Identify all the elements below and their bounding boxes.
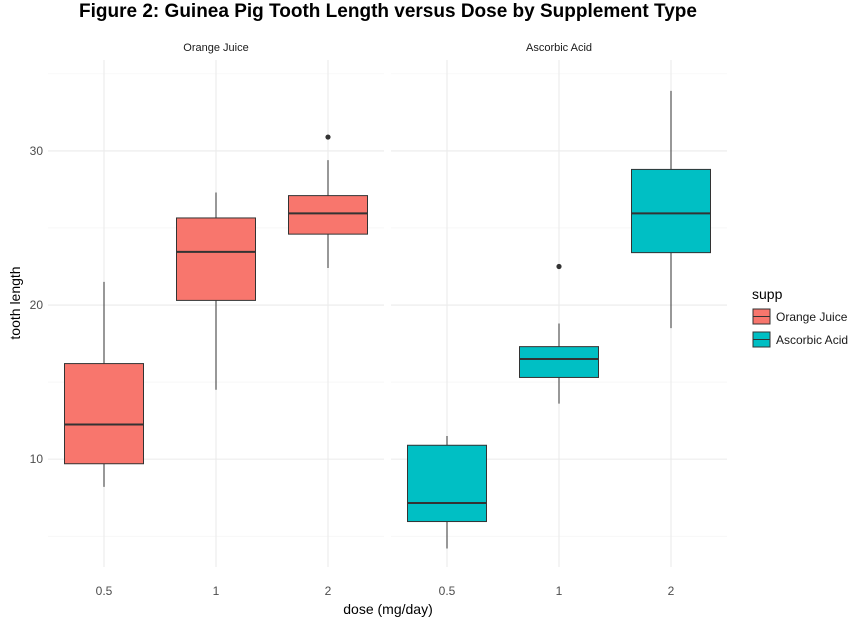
boxplot-ascorbic-acid-0.5 [407,436,487,549]
facet-strip-label: Ascorbic Acid [526,42,592,54]
legend-item: Orange Juice [752,308,848,325]
box-iqr [64,363,144,465]
legend-label: Ascorbic Acid [776,333,848,347]
x-tick-label: 0.5 [439,584,456,598]
boxplot-ascorbic-acid-2 [631,90,711,329]
chart-title: Figure 2: Guinea Pig Tooth Length versus… [79,1,697,22]
box-iqr [407,444,487,523]
box-iqr [288,195,368,235]
facet-panel-0: Orange Juice 0.5 1 2 [48,42,384,598]
y-axis-title: tooth length [7,266,23,339]
outlier-point [556,263,562,270]
facet-panel-1: Ascorbic Acid 0.5 1 2 [391,42,727,598]
outlier-point [325,134,331,140]
box-iqr [519,346,599,378]
facet-strip-label: Orange Juice [183,42,248,54]
legend-items: Orange Juice Ascorbic Acid [752,308,848,348]
x-tick-label: 2 [668,584,675,598]
x-tick-label: 0.5 [96,584,113,598]
legend-title: supp [752,286,783,302]
boxplot-orange-juice-1 [176,192,256,390]
y-tick-label: 10 [30,452,44,466]
x-tick-label: 1 [556,584,563,598]
box-iqr [176,217,256,301]
boxplot-orange-juice-2 [288,134,368,269]
boxplot-orange-juice-0.5 [64,281,144,487]
y-tick-label: 20 [30,298,44,312]
legend-item: Ascorbic Acid [752,331,848,348]
box-iqr [631,168,711,254]
x-axis-title: dose (mg/day) [343,601,432,617]
legend: supp Orange Juice Ascorbic Acid [752,286,848,348]
x-tick-label: 2 [325,584,332,598]
x-tick-label: 1 [213,584,220,598]
y-tick-label: 30 [30,144,44,158]
facet-panels: Orange Juice 0.5 1 2 Ascorbic Acid 0.5 1 2 10 20 3… [30,42,727,598]
legend-label: Orange Juice [776,310,848,324]
boxplot-ascorbic-acid-1 [519,263,599,404]
